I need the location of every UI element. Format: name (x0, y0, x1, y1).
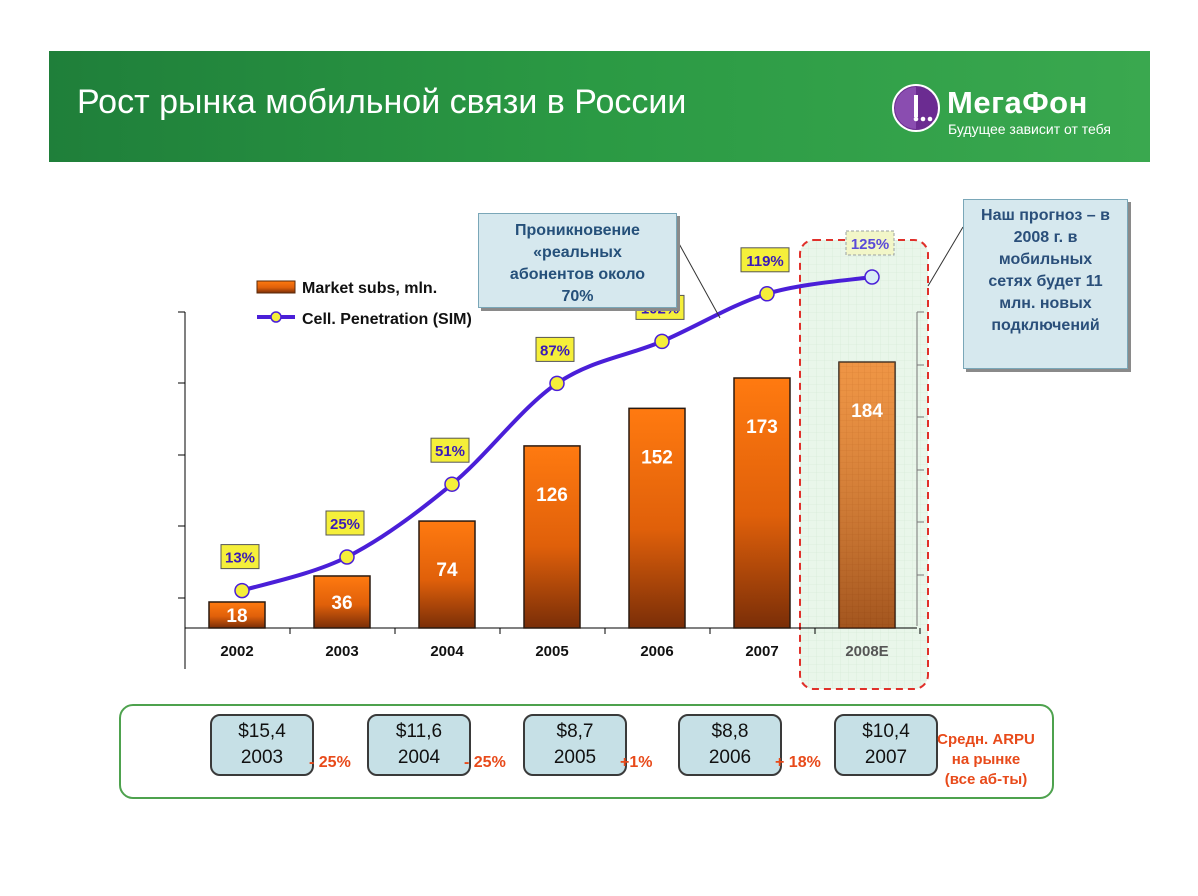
megafon-logo: МегаФон Будущее зависит от тебя (891, 81, 1136, 137)
callout-forecast-line: млн. новых (999, 295, 1092, 312)
penetration-marker (234, 582, 250, 599)
callout-forecast-line: мобильных (998, 251, 1093, 268)
x-tick-label: 2006 (640, 643, 673, 660)
bar-value-label: 126 (536, 485, 568, 506)
arpu-value: $10,4 (862, 721, 910, 742)
bar-value-label: 173 (746, 417, 778, 438)
callout-penetration-line: Проникновение (515, 222, 640, 239)
arpu-year: 2007 (864, 747, 908, 768)
callout-penetration-line: 70% (561, 288, 594, 305)
bar-2004 (418, 520, 476, 629)
logo-name: МегаФон (947, 85, 1088, 120)
penetration-marker (654, 333, 670, 350)
arpu-change: + 18% (775, 754, 821, 771)
arpu-value: $8,7 (556, 721, 594, 742)
x-axis-labels: 2002 2003 2004 2005 2006 2007 2008E (220, 643, 888, 660)
bar-value-label: 152 (641, 447, 673, 468)
legend-swatch-marker (270, 311, 282, 323)
legend-swatch-bar (256, 280, 296, 294)
callout-penetration-line: «реальных (533, 244, 622, 261)
arpu-year: 2003 (240, 747, 284, 768)
y-axis-right-ticks (917, 311, 924, 576)
x-tick-label: 2003 (325, 643, 358, 660)
arpu-box-2004: $11,6 2004 (367, 714, 471, 776)
penetration-label-box (220, 544, 260, 570)
penetration-label-box (740, 247, 790, 273)
penetration-label: 13% (225, 550, 255, 567)
bar-2006 (628, 407, 686, 629)
callout-forecast-connector (927, 226, 964, 287)
bar-2002 (208, 601, 266, 629)
bar-2005 (523, 445, 581, 629)
arpu-value: $11,6 (395, 721, 443, 742)
arpu-label-line: Средн. ARPU (937, 731, 1035, 748)
arpu-box-2006: $8,8 2006 (678, 714, 782, 776)
x-tick-label: 2007 (745, 643, 778, 660)
bar-value-label: 74 (436, 560, 458, 581)
arpu-change: - 25% (309, 754, 351, 771)
arpu-year: 2005 (553, 747, 597, 768)
bar-value-label: 184 (851, 401, 883, 422)
penetration-marker (444, 476, 460, 492)
arpu-value: $8,8 (711, 721, 749, 742)
arpu-value: $15,4 (238, 721, 286, 742)
penetration-marker (339, 549, 355, 565)
x-axis-ticks (289, 628, 921, 634)
arpu-label-line: на рынке (951, 751, 1021, 768)
chart-legend: Market subs, mln. Cell. Penetration (SIM… (256, 280, 472, 328)
header-bar: Рост рынка мобильной связи в России Мега… (49, 51, 1150, 162)
arpu-box-2005: $8,7 2005 (523, 714, 627, 776)
penetration-label: 25% (330, 516, 360, 533)
megafon-logo-icon (892, 84, 940, 132)
callout-forecast-line: подключений (991, 317, 1100, 334)
arpu-year: 2006 (708, 747, 752, 768)
callout-penetration: Проникновение «реальных абонентов около … (478, 213, 677, 308)
y-axis-left-ticks (178, 311, 185, 599)
x-tick-label: 2008E (845, 643, 888, 660)
bar-shade-2008E (839, 362, 895, 628)
penetration-marker (759, 286, 775, 302)
penetration-marker (549, 375, 565, 392)
legend-label-line: Cell. Penetration (SIM) (302, 311, 472, 328)
logo-slogan: Будущее зависит от тебя (948, 121, 1111, 137)
x-tick-label: 2005 (535, 643, 568, 660)
penetration-label: 51% (435, 443, 465, 460)
penetration-markers (234, 269, 880, 599)
arpu-box-2007: $10,4 2007 (834, 714, 938, 776)
bar-value-label: 18 (226, 606, 247, 627)
penetration-label-box (430, 437, 470, 463)
arpu-change: +1% (620, 754, 653, 771)
penetration-marker (864, 269, 880, 285)
bar-value-label: 36 (331, 593, 352, 614)
arpu-panel: $15,4 2003 - 25% $11,6 2004 - 25% $8,7 2… (119, 704, 1054, 799)
callout-penetration-line: абонентов около (509, 266, 646, 283)
penetration-label-box (535, 336, 575, 362)
penetration-label-box (845, 230, 895, 256)
arpu-label: Средн. ARPU на рынке (все аб-ты) (927, 730, 1045, 790)
callout-penetration-connector (676, 239, 721, 319)
x-tick-label: 2004 (430, 643, 464, 660)
callout-forecast-line: Наш прогноз – в (981, 207, 1110, 224)
callout-forecast: Наш прогноз – в 2008 г. в мобильных сетя… (963, 199, 1128, 369)
arpu-year: 2004 (397, 747, 441, 768)
page-title: Рост рынка мобильной связи в России (77, 83, 687, 121)
arpu-label-line: (все аб-ты) (944, 771, 1028, 788)
bar-2003 (313, 575, 371, 629)
penetration-label-box (325, 510, 365, 536)
bar-2007 (733, 377, 791, 629)
callout-forecast-line: сетях будет 11 (988, 273, 1103, 290)
legend-label-bar: Market subs, mln. (302, 280, 437, 297)
x-tick-label: 2002 (220, 643, 253, 660)
arpu-change: - 25% (464, 754, 506, 771)
penetration-label: 125% (851, 236, 889, 253)
arpu-box-2003: $15,4 2003 (210, 714, 314, 776)
bar-series: 18 36 74 126 152 173 184 (208, 361, 896, 629)
penetration-label: 119% (746, 253, 784, 270)
penetration-label: 87% (540, 342, 570, 359)
callout-forecast-line: 2008 г. в (1013, 229, 1078, 246)
